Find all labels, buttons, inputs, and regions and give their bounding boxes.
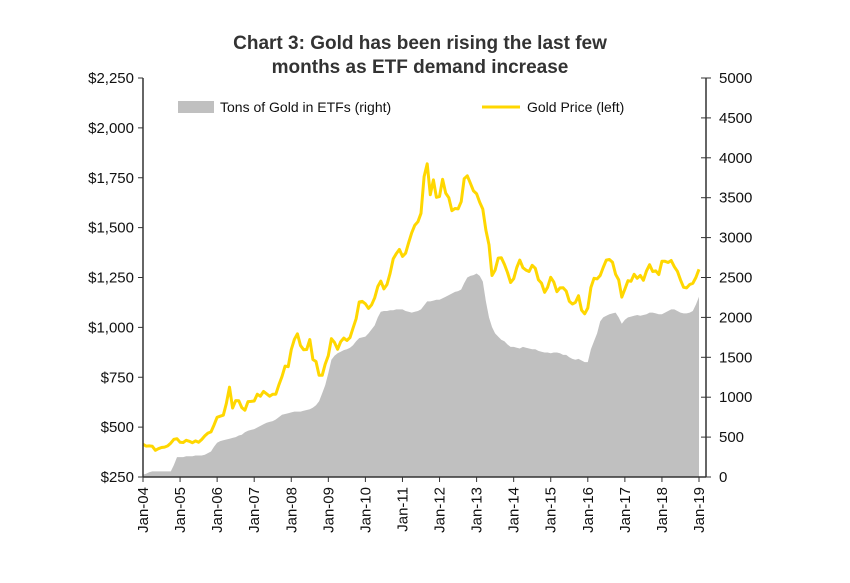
axes: $250 $500 $750 $1,000 $1,250 $1,500 $1,750 $2,0… xyxy=(88,70,752,533)
x-tick-label: Jan-06 xyxy=(209,487,226,533)
right-tick-label: 4500 xyxy=(719,110,752,127)
legend-label-etf: Tons of Gold in ETFs (right) xyxy=(220,99,391,115)
right-tick-label: 2000 xyxy=(719,309,752,326)
right-tick-label: 500 xyxy=(719,429,744,446)
legend-swatch-etf xyxy=(178,101,214,113)
left-tick-label: $1,750 xyxy=(88,170,134,187)
right-tick-label: 1000 xyxy=(719,389,752,406)
right-tick-label: 2500 xyxy=(719,270,752,287)
x-tick-label: Jan-15 xyxy=(543,487,560,533)
x-tick-label: Jan-17 xyxy=(617,487,634,533)
right-tick-label: 3000 xyxy=(719,230,752,247)
left-tick-label: $1,250 xyxy=(88,270,134,287)
gold-price-line xyxy=(142,162,701,452)
x-tick-label: Jan-07 xyxy=(246,487,263,533)
x-tick-label: Jan-12 xyxy=(432,487,449,533)
right-tick-label: 4000 xyxy=(719,150,752,167)
left-tick-label: $750 xyxy=(101,369,134,386)
right-tick-label: 3500 xyxy=(719,190,752,207)
x-tick-label: Jan-16 xyxy=(580,487,597,533)
chart-title-line-2: months as ETF demand increase xyxy=(272,57,569,78)
chart-title-line-1: Chart 3: Gold has been rising the last f… xyxy=(233,33,607,54)
x-tick-label: Jan-10 xyxy=(357,487,374,533)
x-tick-label: Jan-05 xyxy=(172,487,189,533)
right-tick-label: 0 xyxy=(719,469,727,486)
x-tick-label: Jan-13 xyxy=(469,487,486,533)
x-tick-label: Jan-18 xyxy=(654,487,671,533)
x-tick-label: Jan-19 xyxy=(691,487,708,533)
etf-tons-area xyxy=(143,273,699,477)
legend-label-gold: Gold Price (left) xyxy=(527,99,624,115)
plot-area xyxy=(142,162,701,477)
left-tick-label: $2,000 xyxy=(88,120,134,137)
legend: Tons of Gold in ETFs (right) Gold Price … xyxy=(178,99,624,115)
x-tick-label: Jan-14 xyxy=(506,487,523,533)
left-tick-label: $2,250 xyxy=(88,70,134,87)
right-tick-label: 1500 xyxy=(719,349,752,366)
left-tick-label: $500 xyxy=(101,419,134,436)
left-tick-label: $1,000 xyxy=(88,319,134,336)
left-tick-label: $250 xyxy=(101,469,134,486)
x-tick-label: Jan-04 xyxy=(135,487,152,533)
left-tick-label: $1,500 xyxy=(88,220,134,237)
right-tick-label: 5000 xyxy=(719,70,752,87)
x-tick-label: Jan-09 xyxy=(320,487,337,533)
x-tick-label: Jan-11 xyxy=(394,487,411,532)
x-tick-label: Jan-08 xyxy=(283,487,300,533)
